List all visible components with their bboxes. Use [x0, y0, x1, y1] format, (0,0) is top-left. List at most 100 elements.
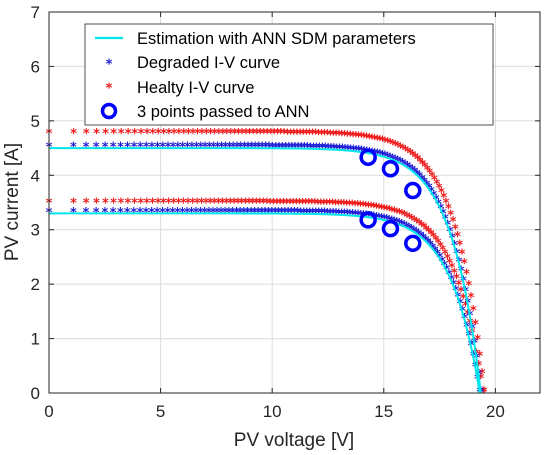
x-tick-label: 5 — [156, 402, 165, 421]
healthy-iv-point: * — [421, 160, 428, 175]
ann-estimation-line — [49, 147, 482, 394]
healthy-iv-point: * — [327, 128, 334, 143]
healthy-iv-point: * — [338, 129, 345, 144]
healthy-iv-point: * — [202, 197, 209, 212]
healthy-iv-point: * — [468, 291, 475, 306]
healthy-iv-point: * — [165, 197, 172, 212]
legend-box — [84, 23, 494, 126]
healthy-iv-point: * — [185, 197, 192, 212]
healthy-iv-point: * — [318, 128, 325, 143]
healthy-iv-point: * — [287, 127, 294, 142]
legend: Estimation with ANN SDM parameters * Deg… — [84, 23, 494, 126]
healthy-iv-point: * — [384, 136, 391, 151]
healthy-iv-point: * — [352, 130, 359, 145]
healthy-iv-point: * — [215, 197, 222, 212]
healthy-iv-point: * — [305, 197, 312, 212]
healthy-iv-point: * — [253, 127, 260, 142]
healthy-iv-point: * — [297, 127, 304, 142]
healthy-iv-point: * — [203, 127, 210, 142]
healthy-iv-point: * — [347, 130, 354, 145]
healthy-iv-point: * — [155, 127, 162, 142]
healthy-iv-point: * — [472, 318, 479, 333]
healthy-iv-point: * — [378, 202, 385, 217]
legend-label-degraded: Degraded I-V curve — [137, 54, 280, 72]
healthy-iv-point: * — [273, 197, 280, 212]
healthy-iv-point: * — [102, 127, 109, 142]
healthy-iv-point: * — [290, 197, 297, 212]
healthy-iv-point: * — [474, 333, 481, 348]
healthy-iv-point: * — [419, 158, 426, 173]
healthy-iv-point: * — [436, 182, 443, 197]
healthy-iv-point: * — [102, 197, 109, 212]
legend-label-ann-points: 3 points passed to ANN — [137, 103, 309, 121]
healthy-iv-point: * — [171, 127, 178, 142]
healthy-iv-point: * — [361, 131, 368, 146]
x-tick-label: 15 — [374, 402, 393, 421]
ticks: 0 5 10 15 20 0 1 2 3 4 5 6 7 — [31, 3, 540, 421]
healthy-iv-point: * — [333, 129, 340, 144]
healthy-iv-point: * — [426, 166, 433, 181]
healthy-iv-point: * — [267, 197, 274, 212]
healthy-iv-point: * — [402, 144, 409, 159]
healthy-iv-point: * — [430, 231, 437, 246]
healthy-iv-point: * — [406, 212, 413, 227]
healthy-iv-point: * — [391, 206, 398, 221]
healthy-iv-point: * — [467, 317, 474, 332]
healthy-iv-point: * — [341, 129, 348, 144]
healthy-iv-point: * — [296, 197, 303, 212]
healthy-iv-point: * — [198, 197, 205, 212]
healthy-iv-point: * — [352, 199, 359, 214]
ann-input-point — [359, 148, 377, 167]
healthy-iv-point: * — [368, 201, 375, 216]
legend-star-healthy: * — [106, 82, 113, 97]
healthy-iv-point: * — [476, 349, 483, 364]
healthy-iv-point: * — [235, 127, 242, 142]
ann-input-point — [359, 211, 377, 229]
healthy-iv-point: * — [263, 197, 270, 212]
healthy-iv-point: * — [93, 127, 100, 142]
healthy-iv-point: * — [397, 141, 404, 156]
healthy-iv-point: * — [211, 127, 218, 142]
healthy-iv-point: * — [425, 226, 432, 241]
healthy-iv-point: * — [277, 127, 284, 142]
legend-star-degraded: * — [106, 58, 113, 73]
healthy-iv-point: * — [354, 199, 361, 214]
y-axis-title: PV current [A] — [2, 143, 23, 261]
healthy-iv-point: * — [439, 244, 446, 259]
healthy-iv-point: * — [257, 127, 264, 142]
healthy-iv-point: * — [344, 129, 351, 144]
healthy-iv-point: * — [160, 127, 167, 142]
healthy-iv-point: * — [383, 203, 390, 218]
ann-input-point — [404, 181, 422, 200]
healthy-iv-point: * — [440, 191, 447, 206]
healthy-iv-point: * — [416, 217, 423, 232]
healthy-iv-point: * — [223, 127, 230, 142]
healthy-iv-point: * — [250, 127, 257, 142]
x-tick-label: 0 — [44, 402, 53, 421]
healthy-iv-point: * — [414, 153, 421, 168]
healthy-iv-point: * — [215, 127, 222, 142]
healthy-iv-point: * — [343, 198, 350, 213]
healthy-iv-point: * — [450, 215, 457, 230]
healthy-iv-point: * — [189, 197, 196, 212]
ann-estimation-line — [49, 212, 481, 394]
healthy-iv-point: * — [332, 198, 339, 213]
healthy-iv-point: * — [194, 127, 201, 142]
healthy-iv-point: * — [323, 197, 330, 212]
healthy-iv-point: * — [366, 132, 373, 147]
healthy-iv-point: * — [110, 197, 117, 212]
healthy-iv-point: * — [338, 198, 345, 213]
healthy-iv-point: * — [418, 219, 425, 234]
healthy-iv-point: * — [315, 128, 322, 143]
healthy-iv-point: * — [374, 133, 381, 148]
healthy-iv-point: * — [227, 127, 234, 142]
healthy-iv-point: * — [306, 128, 313, 143]
x-axis-title: PV voltage [V] — [234, 430, 354, 451]
healthy-iv-point: * — [118, 197, 125, 212]
healthy-iv-point: * — [185, 127, 192, 142]
healthy-iv-point: * — [449, 261, 456, 276]
healthy-iv-point: * — [360, 200, 367, 215]
healthy-iv-point: * — [461, 257, 468, 272]
